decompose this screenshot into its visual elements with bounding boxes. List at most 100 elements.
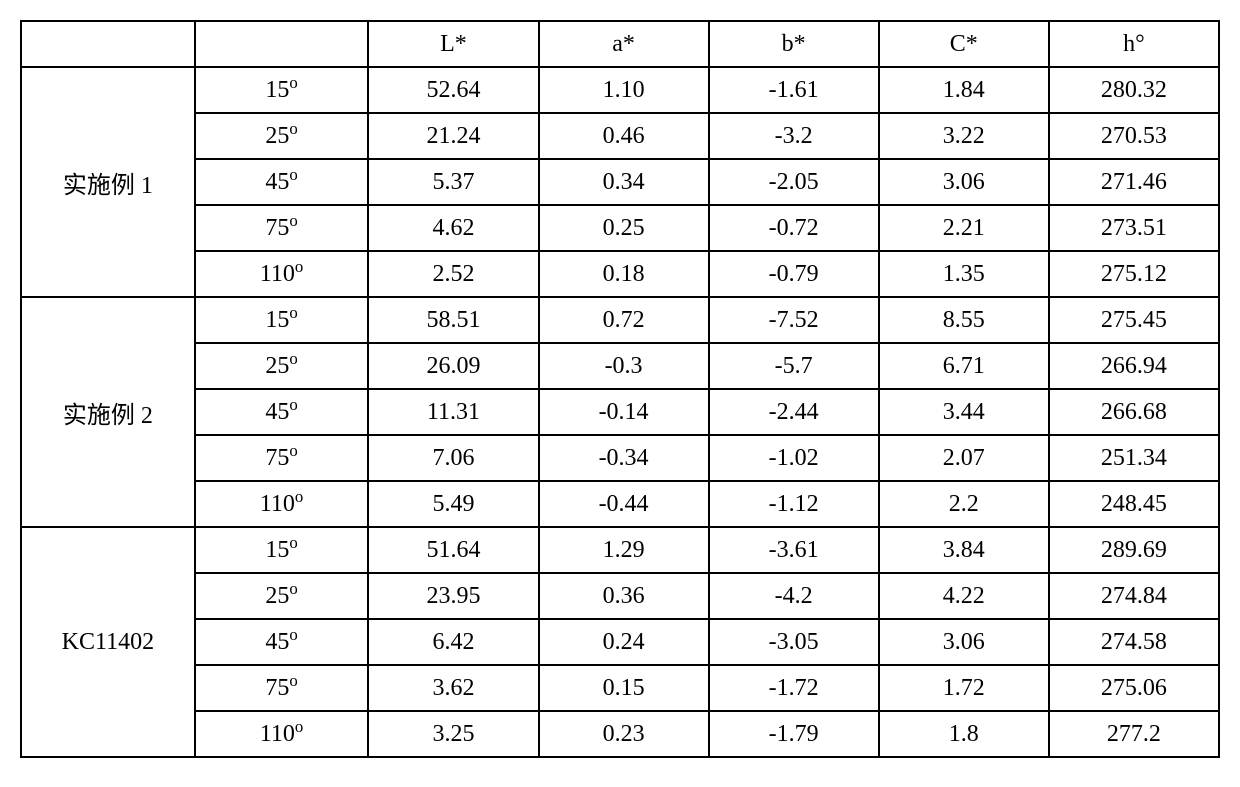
data-cell-b: -4.2: [709, 573, 879, 619]
data-cell-C: 8.55: [879, 297, 1049, 343]
data-cell-h: 271.46: [1049, 159, 1219, 205]
data-cell-C: 1.35: [879, 251, 1049, 297]
table-row: 25o26.09-0.3-5.76.71266.94: [21, 343, 1219, 389]
data-cell-h: 251.34: [1049, 435, 1219, 481]
angle-cell: 75o: [195, 435, 369, 481]
angle-cell: 15o: [195, 527, 369, 573]
table-row: 110o2.520.18-0.791.35275.12: [21, 251, 1219, 297]
table-body: 实施例 115o52.641.10-1.611.84280.3225o21.24…: [21, 67, 1219, 757]
data-cell-L: 21.24: [368, 113, 538, 159]
data-cell-b: -3.05: [709, 619, 879, 665]
table-row: 45o11.31-0.14-2.443.44266.68: [21, 389, 1219, 435]
data-cell-b: -2.44: [709, 389, 879, 435]
data-cell-h: 274.58: [1049, 619, 1219, 665]
data-cell-h: 289.69: [1049, 527, 1219, 573]
data-cell-h: 275.12: [1049, 251, 1219, 297]
data-cell-a: 0.46: [539, 113, 709, 159]
data-cell-a: -0.14: [539, 389, 709, 435]
data-cell-C: 4.22: [879, 573, 1049, 619]
data-cell-C: 3.44: [879, 389, 1049, 435]
rowgroup-label: KC11402: [21, 527, 195, 757]
data-cell-L: 58.51: [368, 297, 538, 343]
header-label: [21, 21, 195, 67]
data-cell-a: 0.18: [539, 251, 709, 297]
table-row: 110o5.49-0.44-1.122.2248.45: [21, 481, 1219, 527]
table-row: 实施例 115o52.641.10-1.611.84280.32: [21, 67, 1219, 113]
data-cell-L: 52.64: [368, 67, 538, 113]
data-cell-L: 7.06: [368, 435, 538, 481]
data-cell-C: 1.72: [879, 665, 1049, 711]
data-cell-C: 6.71: [879, 343, 1049, 389]
data-cell-b: -1.12: [709, 481, 879, 527]
data-cell-h: 273.51: [1049, 205, 1219, 251]
data-cell-b: -2.05: [709, 159, 879, 205]
data-cell-L: 2.52: [368, 251, 538, 297]
header-angle: [195, 21, 369, 67]
data-cell-L: 5.37: [368, 159, 538, 205]
data-cell-C: 2.21: [879, 205, 1049, 251]
data-cell-L: 5.49: [368, 481, 538, 527]
data-cell-b: -5.7: [709, 343, 879, 389]
data-cell-C: 3.06: [879, 159, 1049, 205]
data-cell-L: 4.62: [368, 205, 538, 251]
data-cell-b: -3.2: [709, 113, 879, 159]
data-cell-h: 266.68: [1049, 389, 1219, 435]
data-cell-h: 280.32: [1049, 67, 1219, 113]
data-cell-a: 1.10: [539, 67, 709, 113]
data-cell-b: -0.79: [709, 251, 879, 297]
data-cell-C: 3.84: [879, 527, 1049, 573]
data-cell-a: -0.3: [539, 343, 709, 389]
angle-cell: 110o: [195, 711, 369, 757]
data-cell-L: 3.62: [368, 665, 538, 711]
data-cell-b: -1.72: [709, 665, 879, 711]
angle-cell: 45o: [195, 619, 369, 665]
data-cell-C: 1.8: [879, 711, 1049, 757]
table-row: 45o5.370.34-2.053.06271.46: [21, 159, 1219, 205]
data-cell-a: 1.29: [539, 527, 709, 573]
data-cell-b: -1.61: [709, 67, 879, 113]
angle-cell: 75o: [195, 665, 369, 711]
angle-cell: 25o: [195, 343, 369, 389]
data-cell-h: 270.53: [1049, 113, 1219, 159]
table-row: 实施例 215o58.510.72-7.528.55275.45: [21, 297, 1219, 343]
data-cell-a: 0.25: [539, 205, 709, 251]
data-cell-L: 51.64: [368, 527, 538, 573]
table-row: 25o21.240.46-3.23.22270.53: [21, 113, 1219, 159]
data-cell-b: -7.52: [709, 297, 879, 343]
table-row: KC1140215o51.641.29-3.613.84289.69: [21, 527, 1219, 573]
rowgroup-label: 实施例 2: [21, 297, 195, 527]
data-cell-h: 266.94: [1049, 343, 1219, 389]
data-cell-a: 0.24: [539, 619, 709, 665]
header-C: C*: [879, 21, 1049, 67]
data-cell-L: 23.95: [368, 573, 538, 619]
table-row: 45o6.420.24-3.053.06274.58: [21, 619, 1219, 665]
header-L: L*: [368, 21, 538, 67]
angle-cell: 45o: [195, 389, 369, 435]
data-cell-C: 1.84: [879, 67, 1049, 113]
table-row: 75o7.06-0.34-1.022.07251.34: [21, 435, 1219, 481]
color-data-table: L* a* b* C* h° 实施例 115o52.641.10-1.611.8…: [20, 20, 1220, 758]
header-a: a*: [539, 21, 709, 67]
data-cell-h: 275.06: [1049, 665, 1219, 711]
data-cell-a: 0.36: [539, 573, 709, 619]
angle-cell: 15o: [195, 297, 369, 343]
data-cell-b: -3.61: [709, 527, 879, 573]
data-cell-C: 2.2: [879, 481, 1049, 527]
angle-cell: 110o: [195, 251, 369, 297]
data-cell-a: 0.34: [539, 159, 709, 205]
data-cell-L: 11.31: [368, 389, 538, 435]
angle-cell: 25o: [195, 573, 369, 619]
angle-cell: 45o: [195, 159, 369, 205]
data-cell-b: -1.02: [709, 435, 879, 481]
data-cell-C: 2.07: [879, 435, 1049, 481]
table-row: 110o3.250.23-1.791.8277.2: [21, 711, 1219, 757]
header-h: h°: [1049, 21, 1219, 67]
data-cell-b: -0.72: [709, 205, 879, 251]
data-cell-b: -1.79: [709, 711, 879, 757]
data-cell-h: 274.84: [1049, 573, 1219, 619]
data-cell-C: 3.06: [879, 619, 1049, 665]
data-cell-L: 3.25: [368, 711, 538, 757]
rowgroup-label: 实施例 1: [21, 67, 195, 297]
data-cell-a: 0.15: [539, 665, 709, 711]
header-b: b*: [709, 21, 879, 67]
